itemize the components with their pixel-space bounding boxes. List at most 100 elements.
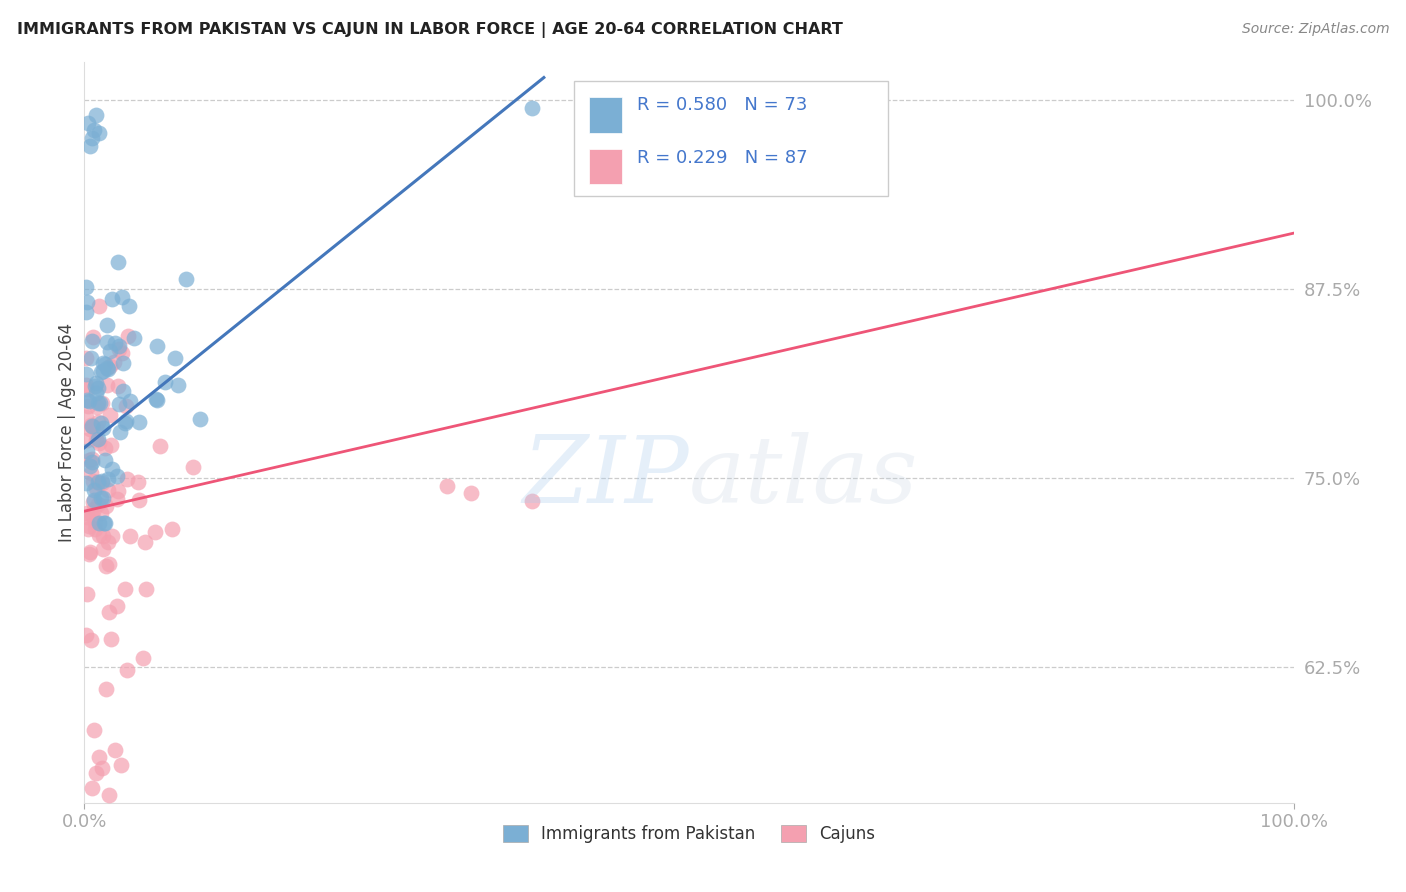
Text: R = 0.229   N = 87: R = 0.229 N = 87 [637, 149, 807, 167]
Point [86, 400, 108, 414]
Point [75, 279, 97, 293]
Point [118, 529, 141, 543]
Point [90, 474, 112, 488]
Point [520, 493, 543, 508]
Point [163, 351, 186, 365]
Point [79, 138, 101, 153]
Point [77, 399, 100, 413]
Point [75, 305, 97, 319]
Point [79, 422, 101, 436]
Point [76, 382, 98, 396]
Bar [589, 149, 623, 185]
Point [76, 393, 98, 408]
Point [117, 299, 139, 313]
Point [107, 483, 129, 498]
Point [90, 416, 112, 430]
Point [97, 535, 120, 549]
Point [77, 518, 100, 533]
Point [96, 499, 118, 513]
Bar [589, 97, 623, 133]
Point [90, 506, 112, 520]
Point [86, 432, 108, 446]
Point [91, 761, 114, 775]
Point [84, 481, 107, 495]
Point [134, 535, 156, 549]
Point [96, 318, 118, 332]
Point [82, 495, 104, 509]
Point [94, 442, 117, 456]
Point [110, 346, 132, 360]
Point [75, 378, 97, 392]
Point [83, 493, 105, 508]
Text: atlas: atlas [689, 432, 918, 522]
Point [98, 343, 121, 358]
Point [100, 462, 122, 476]
Point [80, 334, 103, 349]
Point [135, 582, 157, 596]
Point [148, 439, 170, 453]
Point [87, 476, 110, 491]
Point [87, 127, 110, 141]
Point [105, 599, 128, 613]
Point [84, 522, 107, 536]
Point [145, 392, 167, 406]
Point [82, 474, 104, 488]
Point [83, 502, 105, 516]
Point [87, 381, 110, 395]
Point [89, 396, 111, 410]
Text: IMMIGRANTS FROM PAKISTAN VS CAJUN IN LABOR FORCE | AGE 20-64 CORRELATION CHART: IMMIGRANTS FROM PAKISTAN VS CAJUN IN LAB… [17, 22, 842, 38]
Point [127, 475, 149, 490]
Point [77, 522, 100, 536]
Point [114, 399, 136, 413]
Point [91, 529, 114, 543]
Point [97, 789, 120, 803]
Point [97, 472, 120, 486]
Point [107, 379, 129, 393]
Point [97, 483, 120, 497]
Point [97, 605, 120, 619]
Point [101, 529, 124, 543]
Point [167, 378, 190, 392]
Point [82, 330, 104, 344]
Point [436, 478, 458, 492]
Point [101, 292, 124, 306]
Point [91, 356, 114, 370]
Point [90, 365, 112, 379]
Point [79, 458, 101, 473]
Point [83, 723, 105, 738]
Point [108, 397, 131, 411]
Point [105, 491, 128, 506]
Text: R = 0.580   N = 73: R = 0.580 N = 73 [637, 96, 807, 114]
Point [96, 378, 118, 392]
Point [91, 364, 114, 378]
Point [98, 557, 121, 571]
Point [82, 455, 104, 469]
Point [117, 329, 139, 343]
Point [75, 628, 97, 642]
Point [87, 497, 110, 511]
Point [87, 396, 110, 410]
Point [91, 420, 114, 434]
Point [84, 376, 107, 391]
Point [112, 384, 135, 399]
Point [100, 632, 122, 647]
Point [115, 414, 138, 428]
Point [76, 587, 98, 601]
Point [104, 336, 127, 351]
Point [110, 758, 132, 772]
Point [107, 255, 129, 269]
Point [87, 750, 110, 764]
Point [87, 299, 110, 313]
Point [79, 547, 101, 561]
Point [115, 663, 138, 677]
Text: Source: ZipAtlas.com: Source: ZipAtlas.com [1241, 22, 1389, 37]
Point [75, 351, 97, 365]
Text: ZIP: ZIP [522, 432, 689, 522]
Point [114, 416, 136, 430]
FancyBboxPatch shape [574, 81, 889, 195]
Point [83, 483, 105, 498]
Point [93, 516, 115, 531]
Point [103, 355, 125, 369]
Point [89, 436, 111, 450]
Point [76, 433, 98, 447]
